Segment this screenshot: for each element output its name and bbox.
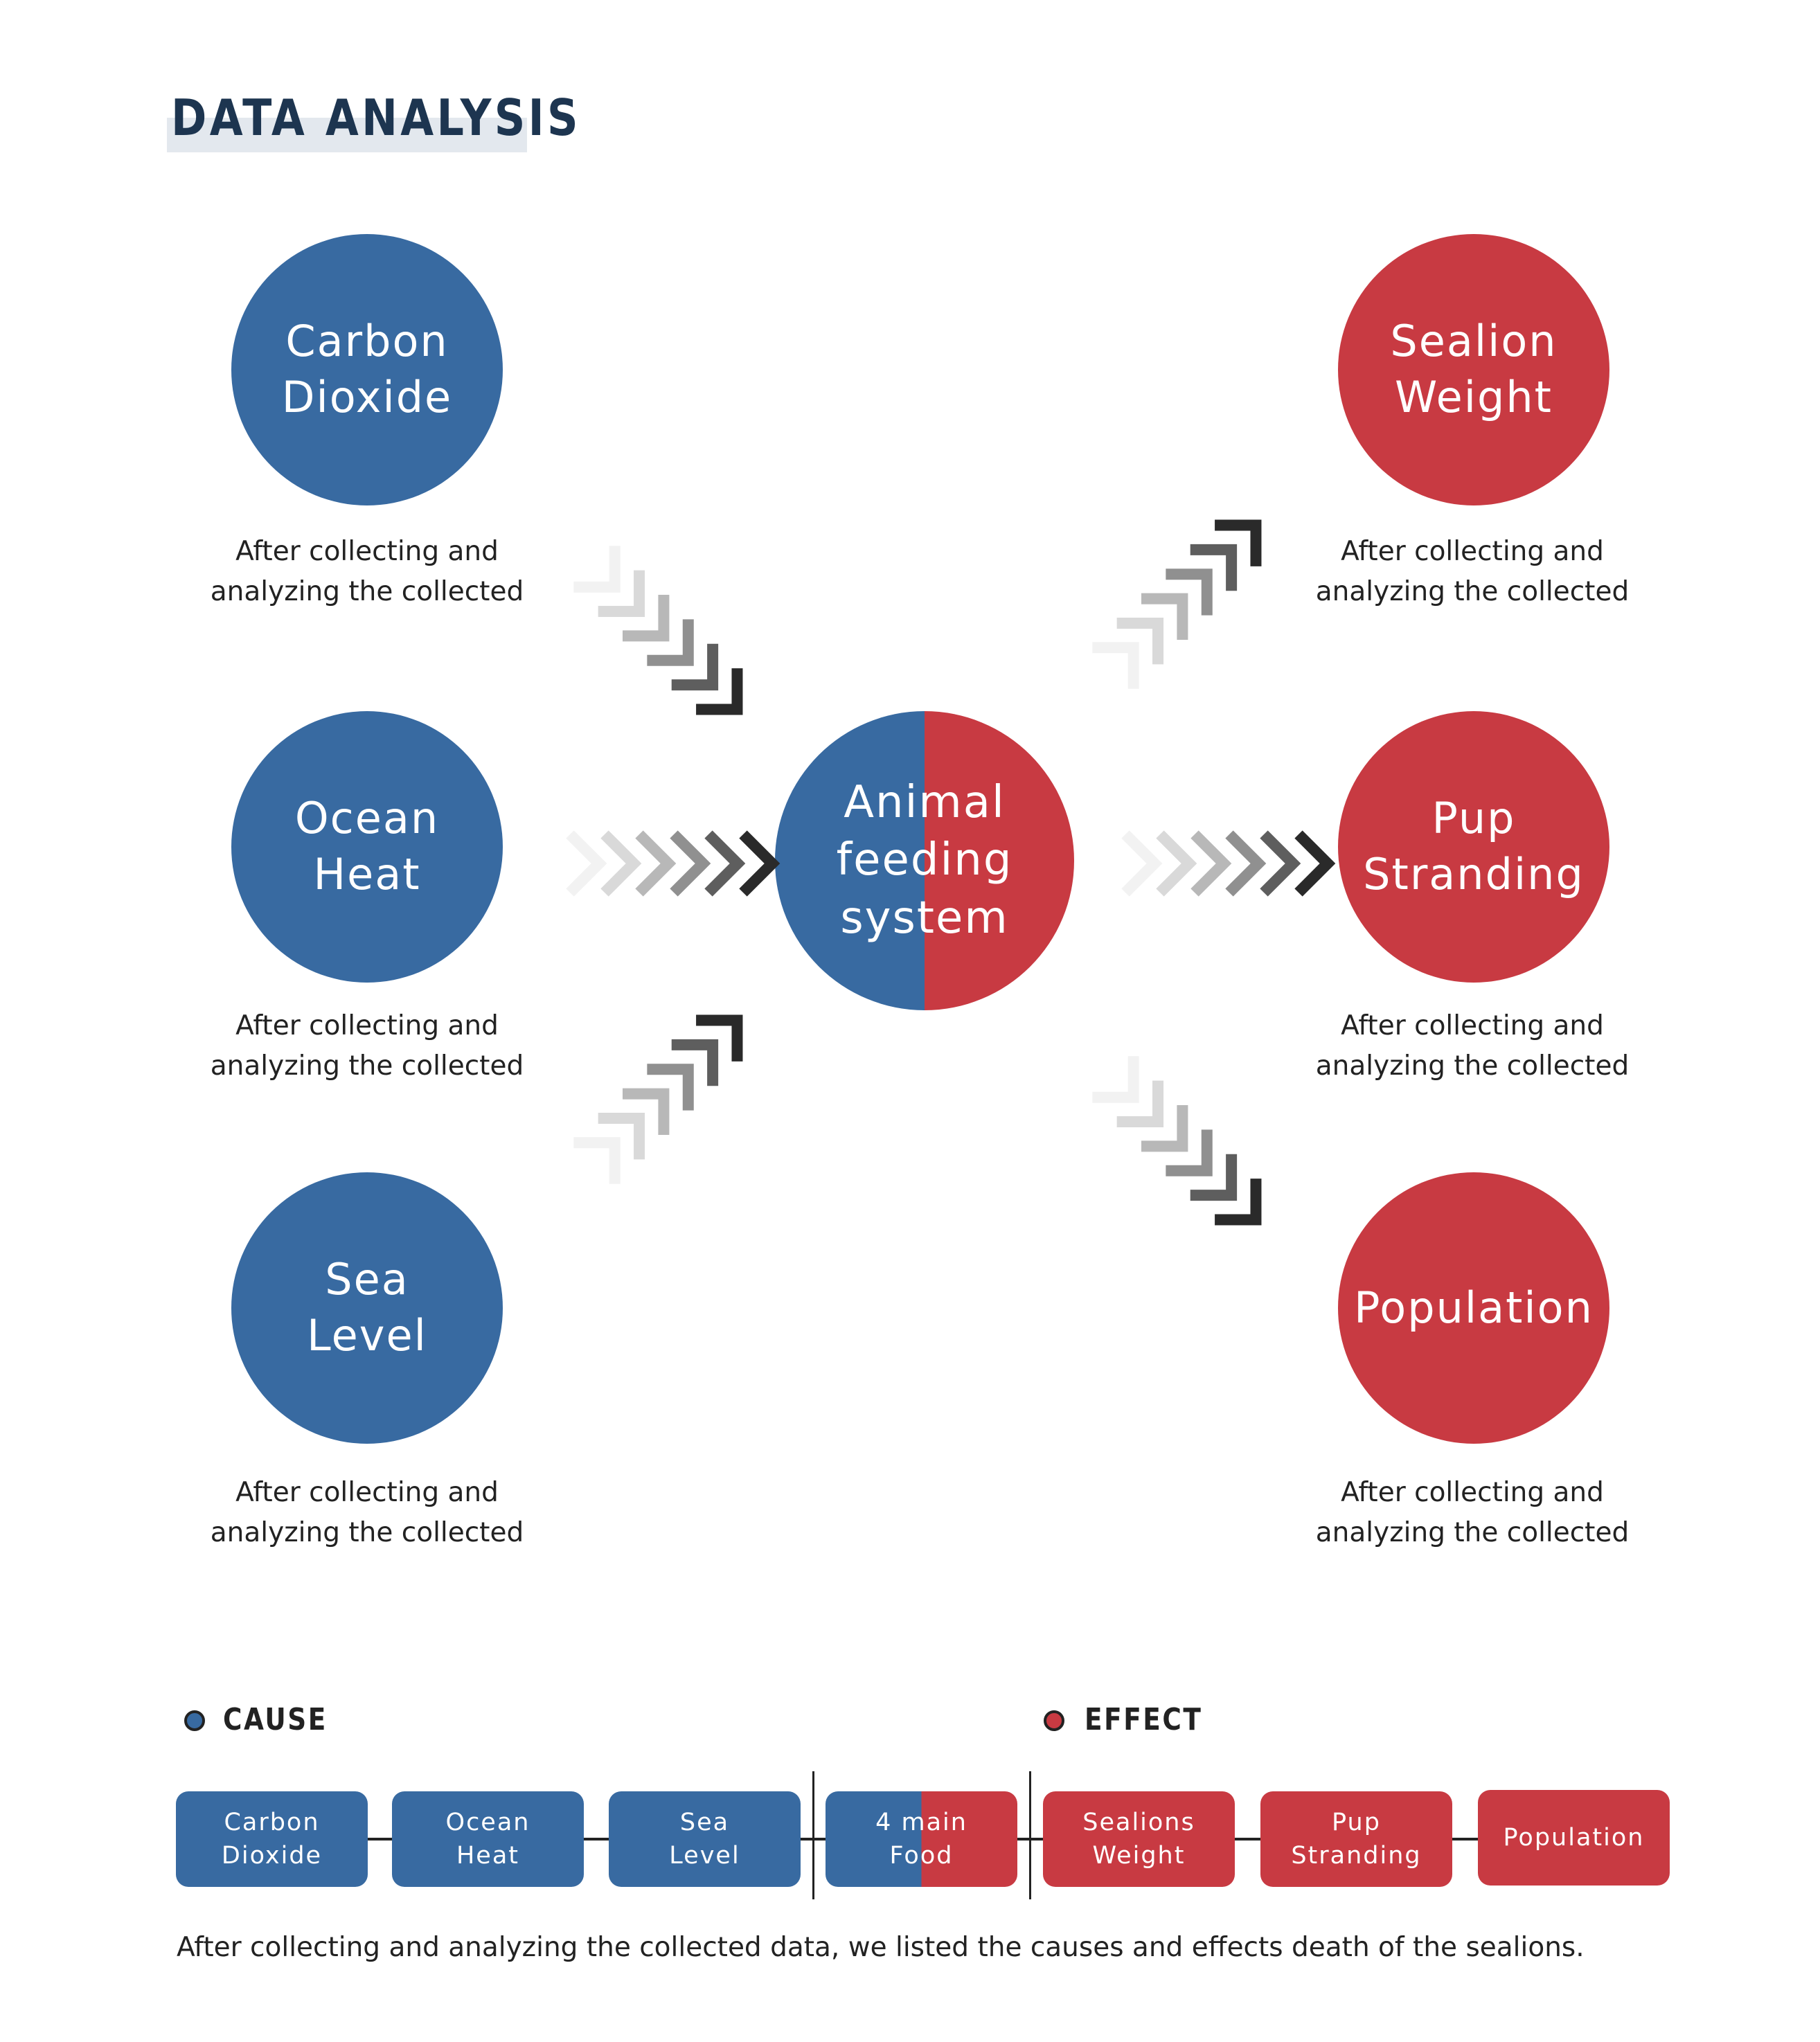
cause-node-carbon-dioxide: Carbon Dioxide [231,234,503,505]
cause-node-sea-level: Sea Level [231,1172,503,1444]
arrow-group-population [1092,1056,1276,1240]
center-node-animal-feeding-system: Animal feeding system [775,711,1074,1010]
effect-node-pup-stranding: Pup Stranding [1338,711,1609,983]
flow-pill-population: Population [1478,1790,1670,1886]
flow-pill-pup-stranding: Pup Stranding [1260,1791,1452,1887]
cause-description: After collecting and analyzing the colle… [210,1477,524,1548]
effect-divider [1029,1771,1031,1899]
flow-connector [1235,1838,1260,1841]
arrow-group-carbon-dioxide [573,546,758,730]
effect-node-population: Population [1338,1172,1609,1444]
flow-connector [1452,1838,1478,1841]
cause-node-ocean-heat: Ocean Heat [231,711,503,983]
effect-description: After collecting and analyzing the colle… [1315,536,1630,607]
effect-node-label: Pup Stranding [1363,793,1585,899]
cause-description: After collecting and analyzing the colle… [210,1010,524,1082]
arrow-group-pup-stranding [1125,834,1328,893]
cause-legend-label: CAUSE [223,1702,328,1737]
flow-pill-label: Sealions Weight [1082,1809,1195,1870]
page-title: DATA ANALYSIS [171,89,581,147]
flow-connector [584,1838,609,1841]
title-highlight [167,118,527,152]
flow-pill-4-main-food: 4 main Food [826,1791,1017,1887]
effect-description: After collecting and analyzing the colle… [1315,1010,1630,1082]
cause-divider [812,1771,814,1899]
cause-description: After collecting and analyzing the colle… [210,536,524,607]
arrow-group-sea-level [573,1000,758,1184]
effect-legend-label: EFFECT [1085,1702,1203,1737]
effect-node-label: Sealion Weight [1390,316,1558,422]
flow-pill-carbon-dioxide: Carbon Dioxide [176,1791,368,1887]
flow-pill-label: Ocean Heat [445,1809,530,1870]
flow-pill-label: 4 main Food [875,1809,967,1870]
center-node-label: Animal feeding system [836,777,1013,944]
flow-pill-ocean-heat: Ocean Heat [392,1791,584,1887]
flow-pill-sea-level: Sea Level [609,1791,801,1887]
effect-legend-dot [1044,1710,1064,1731]
arrow-group-sealion-weight [1092,505,1276,689]
effect-node-label: Population [1354,1282,1594,1333]
flow-pill-label: Sea Level [669,1809,740,1870]
effect-description: After collecting and analyzing the colle… [1315,1477,1630,1548]
flow-pill-label: Carbon Dioxide [221,1809,323,1870]
cause-node-label: Carbon Dioxide [281,316,453,422]
footer-caption: After collecting and analyzing the colle… [177,1932,1585,1963]
arrow-group-ocean-heat [566,830,780,897]
flow-connector [367,1838,392,1841]
cause-node-label: Sea Level [307,1254,427,1361]
flow-pill-label: Pup Stranding [1291,1809,1422,1870]
flow-pill-label: Population [1503,1824,1645,1852]
cause-node-label: Ocean Heat [294,793,440,899]
cause-legend-dot [184,1710,205,1731]
effect-node-sealion-weight: Sealion Weight [1338,234,1609,505]
flow-pill-sealions-weight: Sealions Weight [1043,1791,1235,1887]
